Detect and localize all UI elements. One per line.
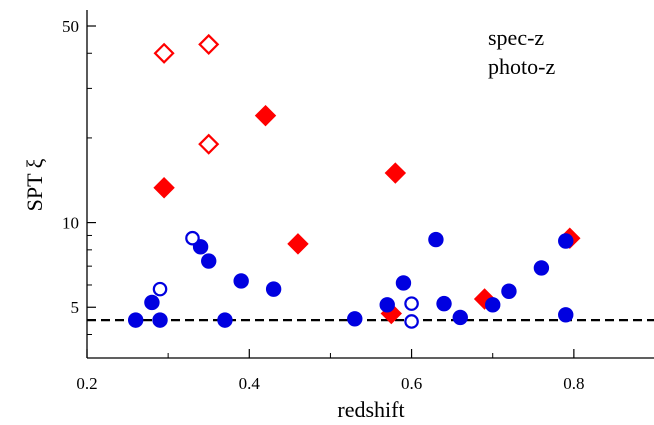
open-photo-z-circle	[152, 281, 168, 297]
filled-photo-z-circle	[233, 273, 249, 289]
filled-spec-z-diamond	[153, 177, 175, 199]
y-tick-label: 50	[62, 17, 79, 36]
x-tick-label: 0.6	[401, 374, 422, 393]
filled-photo-z-circle	[428, 231, 444, 248]
filled-photo-z-circle	[265, 281, 282, 297]
open-spec-z-diamond	[198, 33, 220, 55]
x-tick-label: 0.2	[76, 374, 97, 393]
y-axis-label: SPT ξ	[22, 158, 47, 211]
open-photo-z-circle	[404, 296, 419, 311]
filled-photo-z-circle	[436, 295, 452, 312]
filled-photo-z-circle	[217, 312, 233, 328]
x-tick-label: 0.8	[563, 374, 584, 393]
filled-photo-z-circle	[144, 294, 160, 311]
open-photo-z-circle	[185, 230, 200, 246]
data-points	[127, 33, 581, 329]
y-tick-label: 5	[71, 298, 80, 317]
filled-photo-z-circle	[152, 312, 168, 328]
legend-spec-z: spec-z	[488, 25, 544, 50]
open-photo-z-circle	[404, 314, 419, 329]
filled-photo-z-circle	[558, 307, 574, 323]
legend-photo-z: photo-z	[488, 54, 555, 79]
y-tick-label: 10	[62, 214, 79, 233]
open-spec-z-diamond	[198, 133, 220, 155]
filled-photo-z-circle	[533, 260, 550, 276]
filled-spec-z-diamond	[287, 233, 309, 255]
filled-photo-z-circle	[452, 309, 468, 326]
filled-spec-z-diamond	[473, 288, 496, 310]
filled-photo-z-circle	[127, 312, 144, 328]
filled-photo-z-circle	[395, 275, 412, 291]
filled-photo-z-circle	[485, 297, 501, 313]
open-spec-z-diamond	[153, 42, 175, 64]
filled-photo-z-circle	[379, 297, 395, 313]
filled-spec-z-diamond	[384, 162, 407, 184]
filled-photo-z-circle	[558, 233, 574, 249]
filled-photo-z-circle	[347, 311, 363, 327]
plot-frame	[86, 10, 654, 359]
filled-photo-z-circle	[201, 253, 217, 269]
filled-spec-z-diamond	[254, 104, 277, 127]
axis-ticks: 0.2 0.4 0.6 0.8 5 10 50	[62, 17, 584, 393]
x-tick-label: 0.4	[239, 374, 261, 393]
x-axis-label: redshift	[337, 397, 404, 422]
filled-photo-z-circle	[501, 283, 517, 299]
